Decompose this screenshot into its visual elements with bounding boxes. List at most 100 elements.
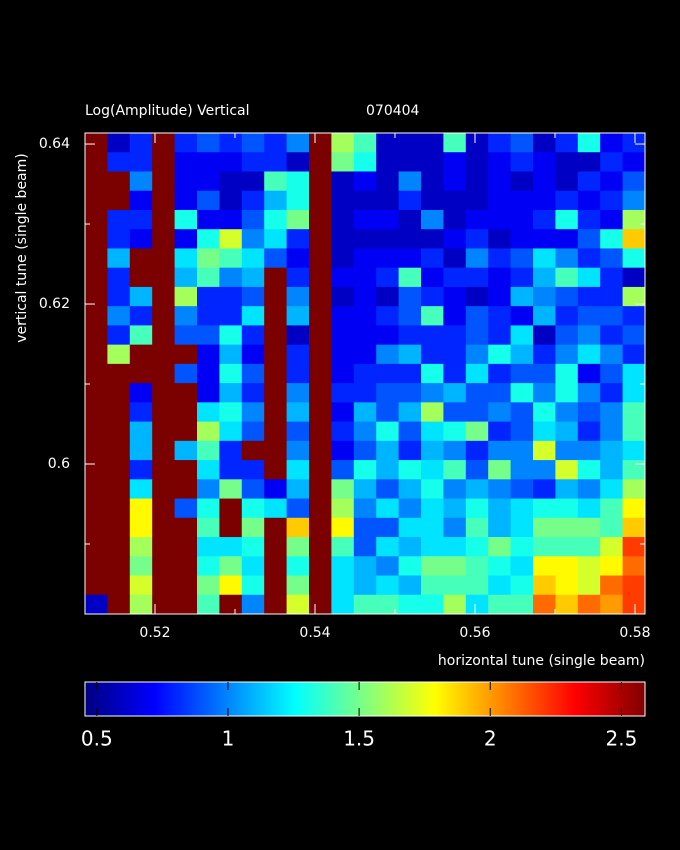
- heatmap-cell: [533, 363, 556, 384]
- heatmap-cell: [443, 383, 467, 403]
- heatmap-cell: [488, 479, 512, 500]
- heatmap-cell: [510, 306, 534, 326]
- heatmap-cell: [264, 575, 288, 596]
- heatmap-cell: [309, 498, 332, 519]
- heatmap-cell: [533, 190, 556, 211]
- heatmap-cell: [488, 190, 512, 211]
- heatmap-cell: [197, 248, 220, 269]
- heatmap-cell: [353, 248, 377, 269]
- heatmap-cell: [421, 421, 444, 442]
- heatmap-cell: [555, 229, 579, 249]
- colorbar-tick-label: 1: [222, 727, 235, 751]
- heatmap-cell: [264, 402, 288, 423]
- heatmap-cell: [129, 325, 153, 346]
- heatmap-cell: [510, 421, 534, 442]
- heatmap-cell: [555, 152, 579, 172]
- heatmap-cell: [85, 325, 108, 346]
- heatmap-cell: [488, 286, 512, 307]
- heatmap-cell: [286, 363, 310, 384]
- heatmap-cell: [174, 537, 198, 557]
- heatmap-cell: [331, 209, 355, 230]
- heatmap-cell: [555, 306, 579, 326]
- heatmap-cell: [107, 594, 131, 615]
- heatmap-cell: [331, 152, 355, 172]
- heatmap-cell: [107, 267, 131, 288]
- heatmap-cell: [197, 479, 220, 500]
- heatmap-cell: [622, 152, 646, 172]
- heatmap-cell: [107, 460, 131, 480]
- heatmap-cell: [152, 286, 176, 307]
- heatmap-cell: [152, 460, 176, 480]
- heatmap-cell: [353, 517, 377, 538]
- heatmap-cell: [129, 190, 153, 211]
- heatmap-cell: [600, 594, 624, 615]
- heatmap-cell: [510, 517, 534, 538]
- heatmap-cell: [197, 537, 220, 557]
- heatmap-cell: [353, 402, 377, 423]
- heatmap-cell: [353, 479, 377, 500]
- heatmap-cell: [488, 460, 512, 480]
- heatmap-cell: [174, 479, 198, 500]
- heatmap-cell: [264, 421, 288, 442]
- heatmap-cell: [129, 383, 153, 403]
- heatmap-cell: [264, 517, 288, 538]
- heatmap-cell: [577, 383, 601, 403]
- heatmap-cell: [264, 537, 288, 557]
- heatmap-cell: [622, 575, 646, 596]
- heatmap-cell: [309, 440, 332, 461]
- heatmap-cell: [421, 479, 444, 500]
- heatmap-cell: [197, 171, 220, 192]
- heatmap-cell: [264, 460, 288, 480]
- heatmap-cell: [174, 460, 198, 480]
- heatmap-cell: [286, 344, 310, 365]
- heatmap-cell: [353, 421, 377, 442]
- heatmap-cell: [219, 460, 243, 480]
- heatmap-cell: [219, 421, 243, 442]
- heatmap-cell: [398, 498, 422, 519]
- heatmap-cell: [241, 133, 265, 153]
- heatmap-cell: [376, 363, 400, 384]
- heatmap-cell: [376, 498, 400, 519]
- heatmap-cell: [353, 556, 377, 577]
- heatmap-cell: [197, 325, 220, 346]
- heatmap-cell: [353, 383, 377, 403]
- heatmap-cell: [152, 575, 176, 596]
- heatmap-cell: [129, 248, 153, 269]
- heatmap-cell: [174, 402, 198, 423]
- heatmap-cell: [510, 479, 534, 500]
- colorbar: [84, 681, 646, 717]
- heatmap-cell: [241, 267, 265, 288]
- heatmap-cell: [241, 421, 265, 442]
- heatmap-cell: [376, 402, 400, 423]
- heatmap-cell: [421, 152, 444, 172]
- heatmap-cell: [219, 440, 243, 461]
- heatmap-cell: [376, 133, 400, 153]
- heatmap-cell: [398, 190, 422, 211]
- heatmap-cell: [465, 421, 489, 442]
- heatmap-cell: [398, 440, 422, 461]
- heatmap-cell: [107, 402, 131, 423]
- heatmap-cell: [241, 594, 265, 615]
- heatmap-cell: [443, 133, 467, 153]
- heatmap-cell: [600, 190, 624, 211]
- heatmap-cell: [107, 209, 131, 230]
- heatmap-cell: [622, 306, 646, 326]
- heatmap-cell: [85, 152, 108, 172]
- heatmap-cell: [264, 440, 288, 461]
- heatmap-cell: [555, 133, 579, 153]
- heatmap-cell: [197, 421, 220, 442]
- heatmap-cell: [398, 229, 422, 249]
- heatmap-cell: [129, 517, 153, 538]
- heatmap-cell: [577, 133, 601, 153]
- heatmap-cell: [286, 267, 310, 288]
- heatmap-cell: [241, 171, 265, 192]
- heatmap-cell: [174, 267, 198, 288]
- heatmap-cell: [264, 133, 288, 153]
- heatmap-cell: [376, 517, 400, 538]
- heatmap-cell: [421, 229, 444, 249]
- heatmap-cell: [600, 286, 624, 307]
- y-tick-label: 0.64: [39, 136, 70, 152]
- heatmap-cell: [533, 344, 556, 365]
- heatmap-cell: [152, 344, 176, 365]
